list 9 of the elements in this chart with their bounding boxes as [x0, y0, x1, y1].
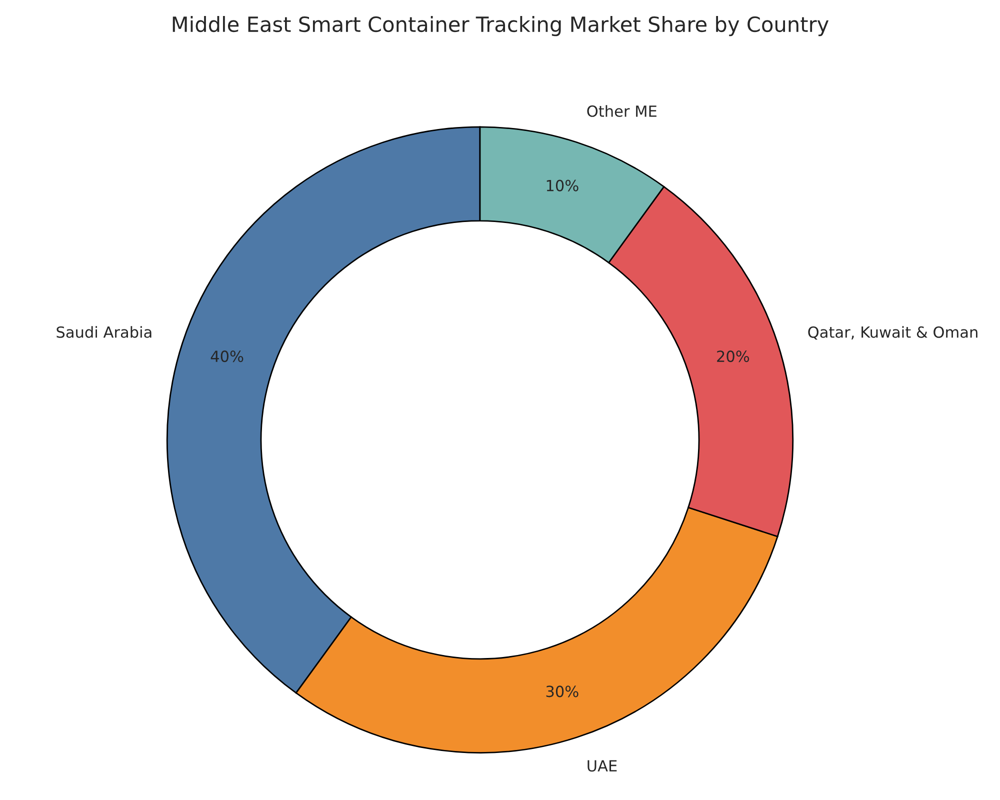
data-label: 40%	[210, 350, 244, 362]
slice-label: Qatar, Kuwait & Oman	[808, 326, 978, 340]
data-label: 20%	[717, 350, 750, 362]
slice-label: Saudi Arabia	[56, 326, 152, 338]
slice-label: Other ME	[587, 105, 656, 117]
data-label: 10%	[546, 180, 578, 192]
data-label: 30%	[546, 686, 578, 698]
chart-title: Middle East Smart Container Tracking Market Share by Country	[172, 16, 829, 36]
slice-label: UAE	[588, 760, 617, 772]
